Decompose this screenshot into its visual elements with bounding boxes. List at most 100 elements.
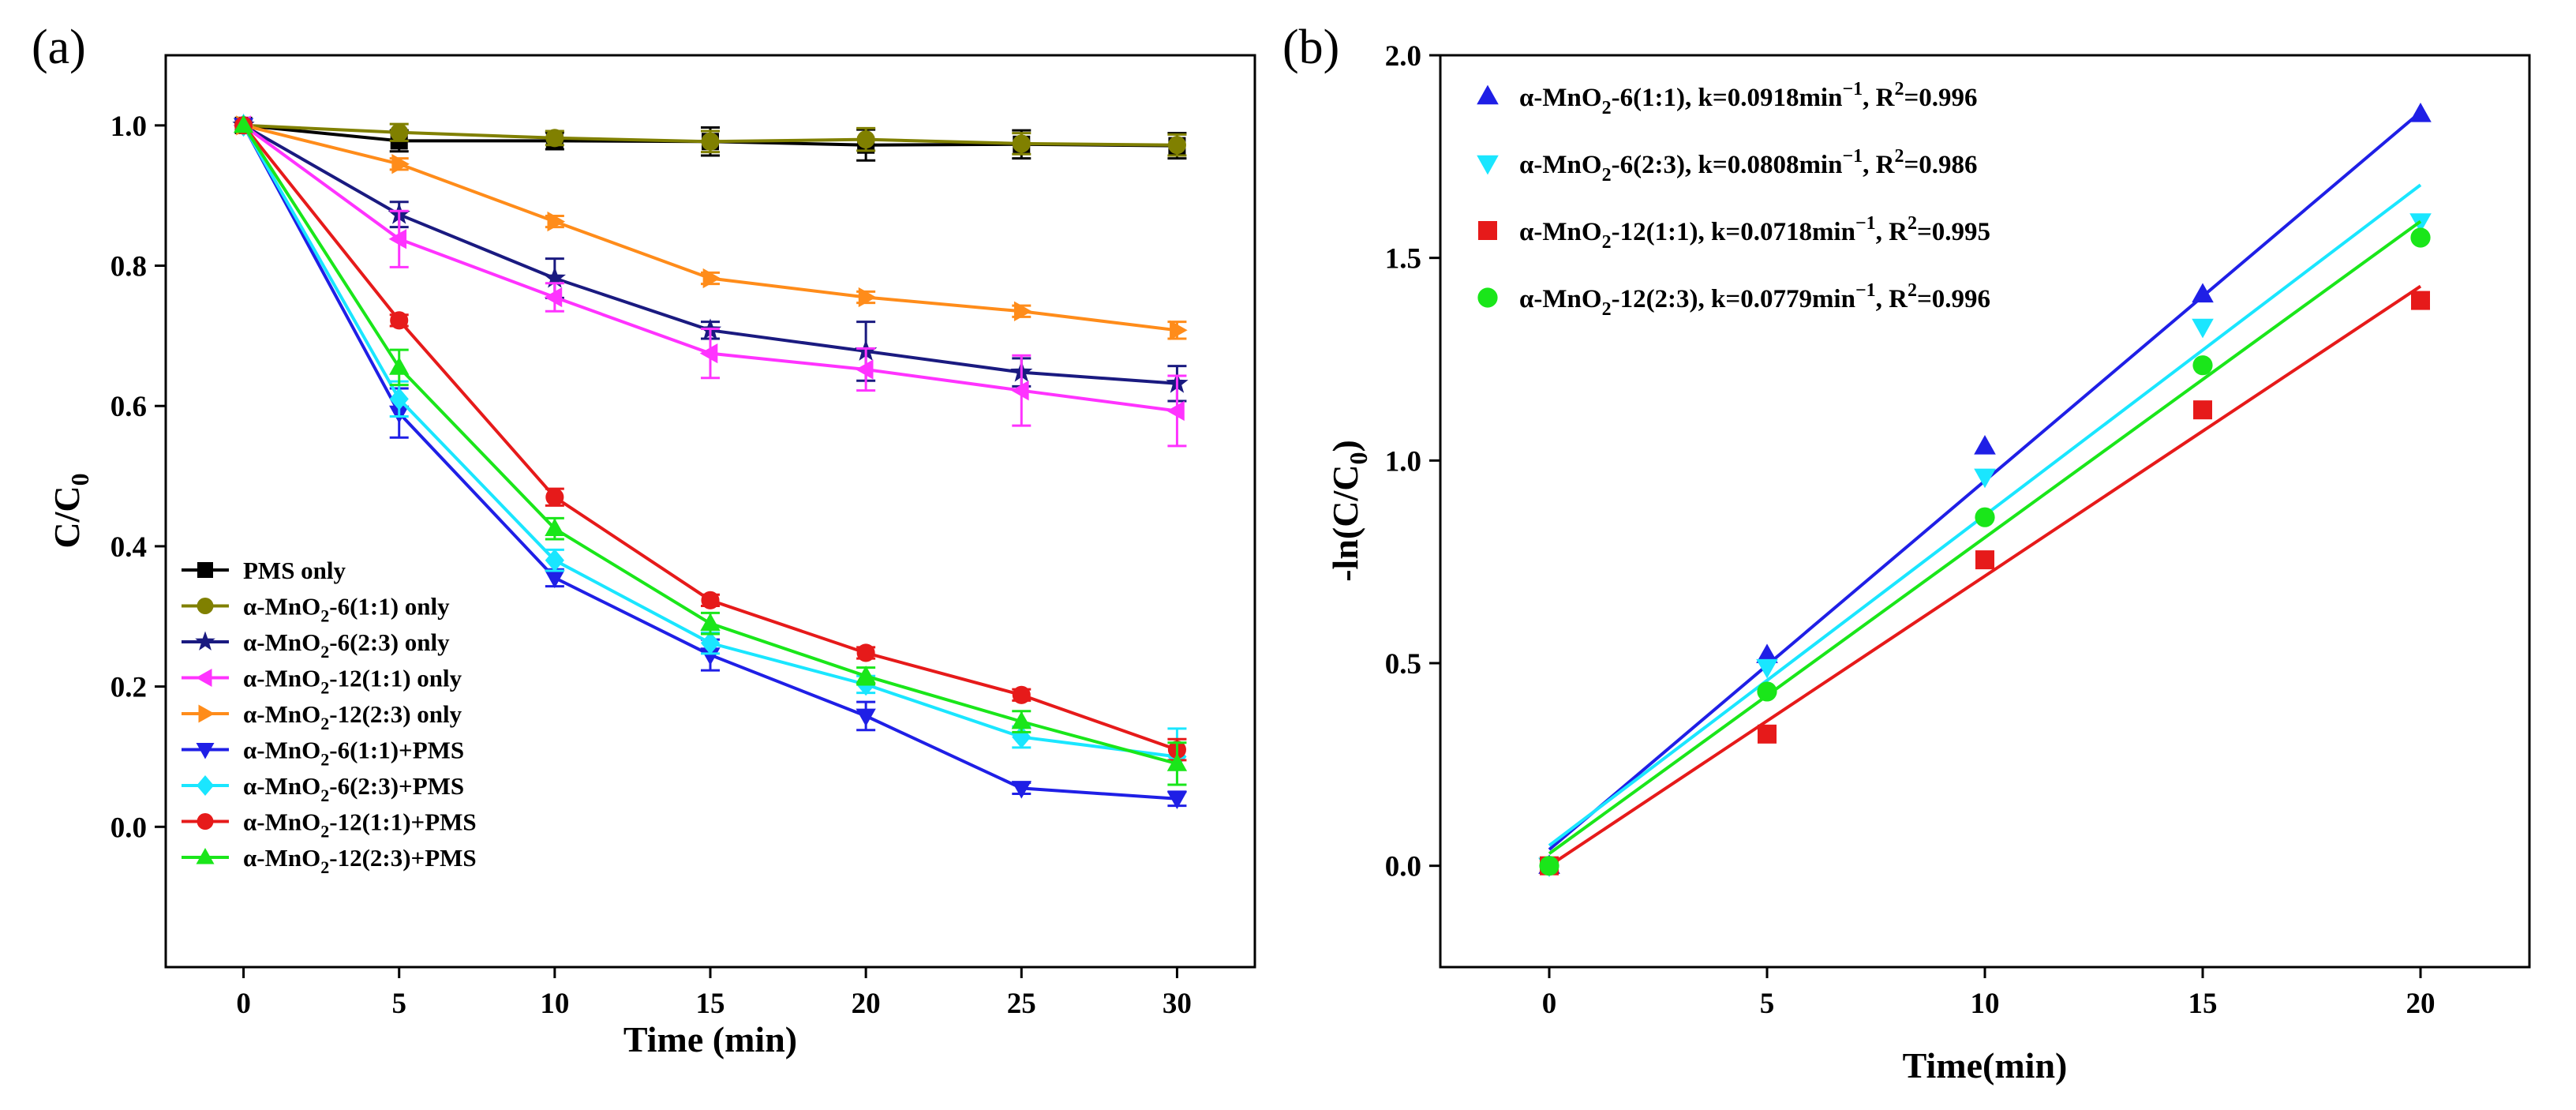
panel-b-y-ticks: 0.0 0.5 1.0 1.5 2.0 xyxy=(1385,40,1440,883)
legend-entry: α-MnO2-6(2:3)+PMS xyxy=(182,772,464,805)
y-tick-label: 0.0 xyxy=(1385,851,1421,883)
x-tick-label: 30 xyxy=(1163,988,1192,1020)
data-point xyxy=(701,132,720,151)
panel-a-series xyxy=(232,114,1189,809)
legend-entry: α-MnO2-12(2:3)+PMS xyxy=(182,844,477,877)
legend-label-sub: 2 xyxy=(320,822,329,842)
x-tick-label: 5 xyxy=(1760,988,1775,1020)
legend-label: α-MnO2-6(2:3), k=0.0808min−1, R2=0.986 xyxy=(1519,146,1978,186)
y-tick-label: 0.2 xyxy=(110,672,147,704)
data-point xyxy=(1974,434,1996,455)
y-tick-label: 0.8 xyxy=(110,251,147,283)
legend-label-exp2: 2 xyxy=(1894,79,1904,99)
legend-marker xyxy=(195,631,215,651)
data-point xyxy=(390,123,409,142)
x-tick-label: 0 xyxy=(1542,988,1557,1020)
legend-label: α-MnO2-12(1:1)+PMS xyxy=(243,808,477,842)
legend-label-sub: 2 xyxy=(320,678,329,698)
x-tick-label: 20 xyxy=(852,988,881,1020)
data-point xyxy=(545,129,564,148)
panel-b-ylabel-sub: 0 xyxy=(1344,452,1372,465)
data-point xyxy=(391,154,410,174)
legend-label-sub: 2 xyxy=(320,750,329,770)
legend-label-main: α-MnO xyxy=(243,665,320,692)
data-point xyxy=(545,488,564,507)
data-point xyxy=(1166,791,1188,809)
panel-b-series xyxy=(1538,103,2432,878)
data-point xyxy=(702,268,721,289)
data-point xyxy=(1011,381,1029,401)
data-point xyxy=(700,647,721,666)
data-point xyxy=(2409,103,2432,122)
data-point xyxy=(1166,753,1188,771)
legend-label: α-MnO2-6(2:3)+PMS xyxy=(243,772,464,805)
data-point xyxy=(1167,136,1186,155)
panel-a: (a) 0 5 10 15 20 25 30 0.00.20.40.60.81.0 Time… xyxy=(32,21,1256,1059)
data-point xyxy=(1974,468,1996,489)
legend-entry: α-MnO2-6(1:1), k=0.0918min−1, R2=0.996 xyxy=(1477,79,1978,118)
data-point xyxy=(543,266,566,288)
series-b-2 xyxy=(1540,284,2430,876)
legend-label-pre: α-MnO xyxy=(1519,151,1602,179)
panel-a-ylabel-sub: 0 xyxy=(66,473,94,486)
y-tick-label: 1.0 xyxy=(110,111,147,143)
legend-marker xyxy=(1478,221,1497,240)
data-point xyxy=(1757,681,1777,702)
data-point xyxy=(1975,550,1994,570)
data-point xyxy=(1756,658,1778,679)
legend-label-sub: 2 xyxy=(320,642,329,662)
data-point xyxy=(856,708,876,727)
data-point xyxy=(545,549,564,572)
panel-b-x-ticks: 0 5 10 15 20 xyxy=(1542,967,2436,1020)
legend-label-main: α-MnO xyxy=(243,700,320,728)
legend-label-main: α-MnO xyxy=(243,593,320,621)
legend-marker xyxy=(1477,84,1499,105)
y-tick-label: 1.0 xyxy=(1385,445,1421,478)
data-point xyxy=(2192,283,2214,303)
legend-label: α-MnO2-12(2:3)+PMS xyxy=(243,844,477,877)
panel-b-ylabel-close: ) xyxy=(1325,440,1365,452)
data-point xyxy=(2192,355,2213,376)
legend-label-sub: 2 xyxy=(320,606,329,626)
legend-marker xyxy=(197,598,214,614)
legend-label-post2: =0.986 xyxy=(1904,151,1977,179)
legend-label-exp: −1 xyxy=(1842,146,1863,167)
panel-b-legend: α-MnO2-6(1:1), k=0.0918min−1, R2=0.996α-… xyxy=(1477,79,1990,320)
legend-label: α-MnO2-12(1:1) only xyxy=(243,665,462,698)
legend-marker xyxy=(197,562,213,578)
series-a-1 xyxy=(234,116,1187,157)
panel-b-label: (b) xyxy=(1282,21,1339,74)
legend-label-exp: −1 xyxy=(1842,79,1863,99)
data-point xyxy=(858,287,877,308)
legend-label-rest: -6(2:3) only xyxy=(329,628,450,656)
legend-label-post2: =0.996 xyxy=(1917,285,1990,313)
data-point xyxy=(856,130,875,149)
legend-label-mid: -6(1:1), k=0.0918min xyxy=(1612,84,1843,112)
legend-label-sub: 2 xyxy=(1602,232,1612,253)
legend-label-rest: -6(1:1) only xyxy=(329,593,450,621)
panel-a-ylabel-main: C/C xyxy=(47,486,87,548)
data-point xyxy=(2193,400,2212,420)
data-point xyxy=(1011,711,1032,729)
legend-label-mid: -12(1:1), k=0.0718min xyxy=(1612,218,1855,246)
x-tick-label: 10 xyxy=(1971,988,2000,1020)
legend-label: α-MnO2-6(1:1)+PMS xyxy=(243,737,464,770)
legend-label: α-MnO2-12(1:1), k=0.0718min−1, R2=0.995 xyxy=(1519,213,1990,253)
data-point xyxy=(700,613,721,632)
legend-marker xyxy=(197,775,214,796)
legend-label-pre: α-MnO xyxy=(1519,218,1602,246)
data-point xyxy=(389,388,409,411)
legend-marker xyxy=(197,813,214,830)
data-point xyxy=(856,643,875,662)
legend-label-post: , R xyxy=(1863,84,1896,112)
data-point xyxy=(1975,507,1995,527)
legend-label-post: , R xyxy=(1863,151,1896,179)
panel-a-label: (a) xyxy=(32,21,86,74)
legend-entry: α-MnO2-12(1:1)+PMS xyxy=(182,808,477,842)
legend-marker xyxy=(1477,287,1498,308)
legend-label-main: α-MnO xyxy=(243,628,320,656)
legend-label-main: PMS only xyxy=(243,557,346,584)
y-tick-label: 0.0 xyxy=(110,812,147,844)
data-point xyxy=(233,114,254,133)
